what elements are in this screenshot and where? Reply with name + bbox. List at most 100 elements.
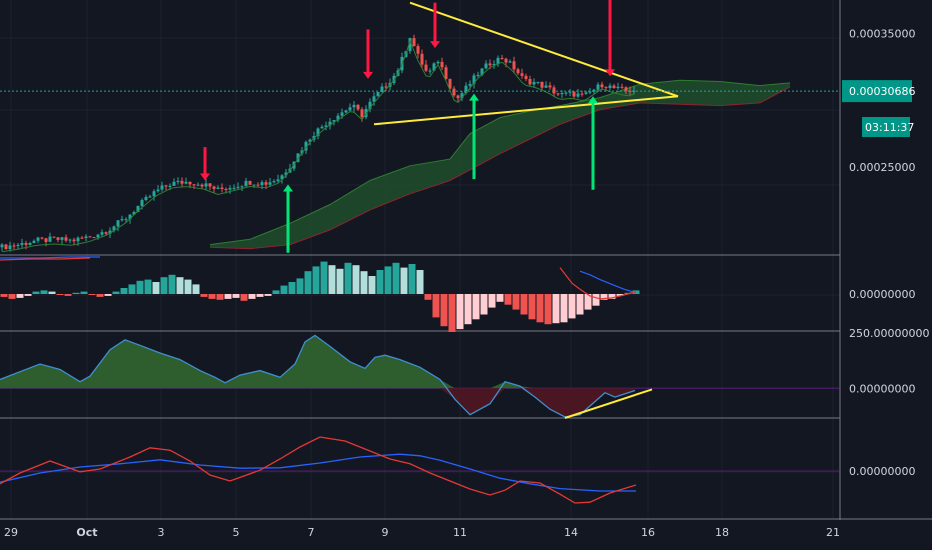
baseline-line — [1, 39, 635, 253]
candle-body — [360, 109, 364, 118]
time-axis-label: 16 — [641, 526, 655, 539]
oscillator-lines-pane[interactable] — [0, 436, 840, 504]
macd-histogram-bar — [208, 294, 216, 299]
candle-body — [248, 180, 252, 185]
oscillator-area-pane[interactable] — [0, 334, 840, 419]
candle-body — [156, 189, 160, 192]
macd-histogram-bar — [176, 277, 184, 294]
candle-body — [124, 219, 128, 221]
candle-body — [564, 92, 568, 94]
candle-body — [520, 73, 524, 76]
candle-body — [164, 185, 168, 187]
candle-body — [300, 150, 304, 154]
macd-signal-line — [559, 267, 637, 300]
macd-histogram-bar — [104, 294, 112, 296]
oscillator-trendline — [564, 388, 653, 419]
candle-body — [544, 85, 548, 88]
macd-histogram-bar — [168, 274, 176, 294]
candle-body — [348, 107, 352, 111]
candle-body — [96, 234, 100, 238]
macd-histogram-bar — [8, 294, 16, 299]
candle-body — [328, 121, 332, 126]
candle-body — [624, 87, 628, 91]
price-axis[interactable]: 0.00035000 0.00025000 0.00000000 250.000000… — [849, 27, 929, 478]
candle-body — [40, 237, 44, 239]
macd-histogram-bar — [312, 266, 320, 294]
candle-body — [244, 180, 248, 187]
candle-body — [340, 112, 344, 116]
candle-body — [12, 245, 16, 247]
macd-histogram-bar — [536, 294, 544, 323]
candle-body — [548, 85, 552, 88]
sell-arrow-head — [605, 69, 615, 77]
candle-body — [60, 237, 64, 240]
macd-histogram-bar — [120, 288, 128, 294]
macd-histogram-bar — [128, 284, 136, 294]
candle-body — [48, 236, 52, 242]
price-pane[interactable] — [0, 0, 840, 253]
ichimoku-cloud — [209, 79, 791, 250]
macd-histogram-bar — [552, 294, 560, 324]
candle-body — [344, 110, 348, 113]
macd-histogram-bar — [560, 294, 568, 323]
macd-histogram-bar — [616, 294, 624, 296]
macd-histogram-bar — [352, 265, 360, 294]
cloud-fill — [210, 80, 790, 249]
triangle-pattern — [373, 1, 679, 126]
candle-body — [52, 236, 56, 238]
candle-body — [612, 85, 616, 89]
candle-body — [456, 95, 460, 99]
macd-pane[interactable] — [0, 256, 640, 332]
macd-histogram-bar — [432, 294, 440, 318]
candle-body — [380, 86, 384, 92]
candle-body — [560, 93, 564, 95]
candle-body — [112, 226, 116, 231]
price-axis-label: 0.00035000 — [849, 27, 915, 40]
macd-histogram-bar — [192, 284, 200, 294]
candle-body — [492, 64, 496, 66]
candle-body — [140, 200, 144, 206]
candle-body — [376, 92, 380, 97]
candle-body — [316, 128, 320, 137]
time-axis-label: 14 — [564, 526, 578, 539]
triangle-upper-line — [409, 1, 679, 98]
candle-body — [56, 237, 60, 240]
macd-histogram-bar — [256, 294, 264, 297]
macd-histogram-bar — [40, 290, 48, 294]
macd-histogram-bar — [416, 270, 424, 294]
macd-histogram-bar — [72, 292, 80, 294]
candle-body — [0, 244, 4, 248]
candle-body — [432, 63, 436, 71]
macd-histogram-bar — [288, 282, 296, 294]
candle-body — [372, 96, 376, 102]
candle-body — [540, 81, 544, 88]
last-price-label: 0.00030686 — [849, 85, 915, 98]
macd-histogram-bar — [592, 294, 600, 306]
candle-body — [512, 61, 516, 70]
macd-histogram-bar — [448, 294, 456, 332]
candle-body — [412, 38, 416, 47]
candle-body — [192, 184, 196, 186]
macd-histogram-bar — [376, 270, 384, 294]
candle-body — [600, 84, 604, 88]
candle-body — [324, 125, 328, 127]
candle-body — [252, 184, 256, 186]
macd-histogram-bar — [456, 294, 464, 330]
candle-body — [64, 237, 68, 241]
candle-body — [368, 101, 372, 109]
sell-arrow-head — [200, 173, 210, 181]
candle-body — [580, 93, 584, 95]
time-axis[interactable]: 29 Oct 3 5 7 9 11 14 16 18 21 — [4, 526, 840, 539]
candle-body — [480, 68, 484, 75]
candle-body — [440, 61, 444, 68]
candle-body — [616, 86, 620, 89]
candle-body — [568, 91, 572, 93]
candle-body — [232, 187, 236, 189]
candle-body — [176, 180, 180, 182]
candle-body — [320, 126, 324, 129]
macd-histogram-bar — [88, 294, 96, 295]
candle-body — [220, 187, 224, 189]
candle-body — [572, 91, 576, 97]
macd-histogram-bar — [600, 294, 608, 300]
